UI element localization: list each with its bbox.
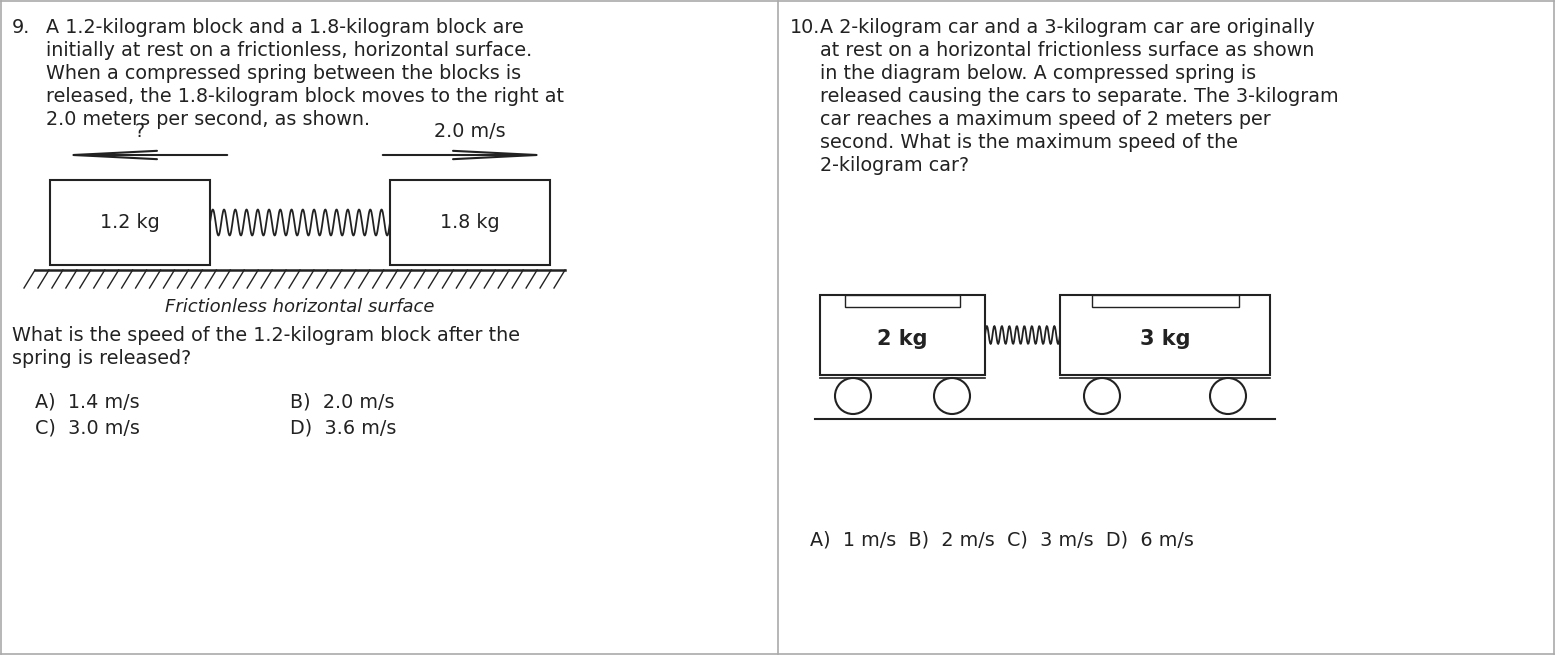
- Text: second. What is the maximum speed of the: second. What is the maximum speed of the: [819, 133, 1238, 152]
- Text: ?: ?: [135, 122, 145, 141]
- Text: car reaches a maximum speed of 2 meters per: car reaches a maximum speed of 2 meters …: [819, 110, 1270, 129]
- Text: When a compressed spring between the blocks is: When a compressed spring between the blo…: [47, 64, 521, 83]
- Text: 2.0 m/s: 2.0 m/s: [434, 122, 505, 141]
- Bar: [844, 295, 961, 307]
- Text: 9.: 9.: [12, 18, 31, 37]
- Text: 3 kg: 3 kg: [1140, 329, 1190, 349]
- Text: 2.0 meters per second, as shown.: 2.0 meters per second, as shown.: [47, 110, 370, 129]
- Text: Frictionless horizontal surface: Frictionless horizontal surface: [165, 298, 435, 316]
- Text: in the diagram below. A compressed spring is: in the diagram below. A compressed sprin…: [819, 64, 1256, 83]
- Text: initially at rest on a frictionless, horizontal surface.: initially at rest on a frictionless, hor…: [47, 41, 532, 60]
- Text: C)  3.0 m/s: C) 3.0 m/s: [36, 419, 140, 438]
- Text: 2-kilogram car?: 2-kilogram car?: [819, 156, 969, 175]
- Text: What is the speed of the 1.2-kilogram block after the: What is the speed of the 1.2-kilogram bl…: [12, 326, 519, 345]
- Text: 10.: 10.: [790, 18, 821, 37]
- Bar: [819, 295, 984, 375]
- Bar: [390, 180, 550, 265]
- Bar: [1061, 295, 1270, 375]
- Text: A)  1.4 m/s: A) 1.4 m/s: [36, 392, 140, 411]
- Text: 1.2 kg: 1.2 kg: [100, 213, 160, 232]
- Text: A 2-kilogram car and a 3-kilogram car are originally: A 2-kilogram car and a 3-kilogram car ar…: [819, 18, 1316, 37]
- Text: A)  1 m/s  B)  2 m/s  C)  3 m/s  D)  6 m/s: A) 1 m/s B) 2 m/s C) 3 m/s D) 6 m/s: [810, 530, 1194, 549]
- Text: at rest on a horizontal frictionless surface as shown: at rest on a horizontal frictionless sur…: [819, 41, 1314, 60]
- Text: B)  2.0 m/s: B) 2.0 m/s: [289, 392, 395, 411]
- Bar: [1092, 295, 1238, 307]
- Text: D)  3.6 m/s: D) 3.6 m/s: [289, 419, 397, 438]
- Text: 2 kg: 2 kg: [877, 329, 928, 349]
- Bar: [50, 180, 210, 265]
- Text: 1.8 kg: 1.8 kg: [440, 213, 499, 232]
- Text: spring is released?: spring is released?: [12, 349, 191, 368]
- Text: released causing the cars to separate. The 3-kilogram: released causing the cars to separate. T…: [819, 87, 1339, 106]
- Text: A 1.2-kilogram block and a 1.8-kilogram block are: A 1.2-kilogram block and a 1.8-kilogram …: [47, 18, 524, 37]
- Text: released, the 1.8-kilogram block moves to the right at: released, the 1.8-kilogram block moves t…: [47, 87, 564, 106]
